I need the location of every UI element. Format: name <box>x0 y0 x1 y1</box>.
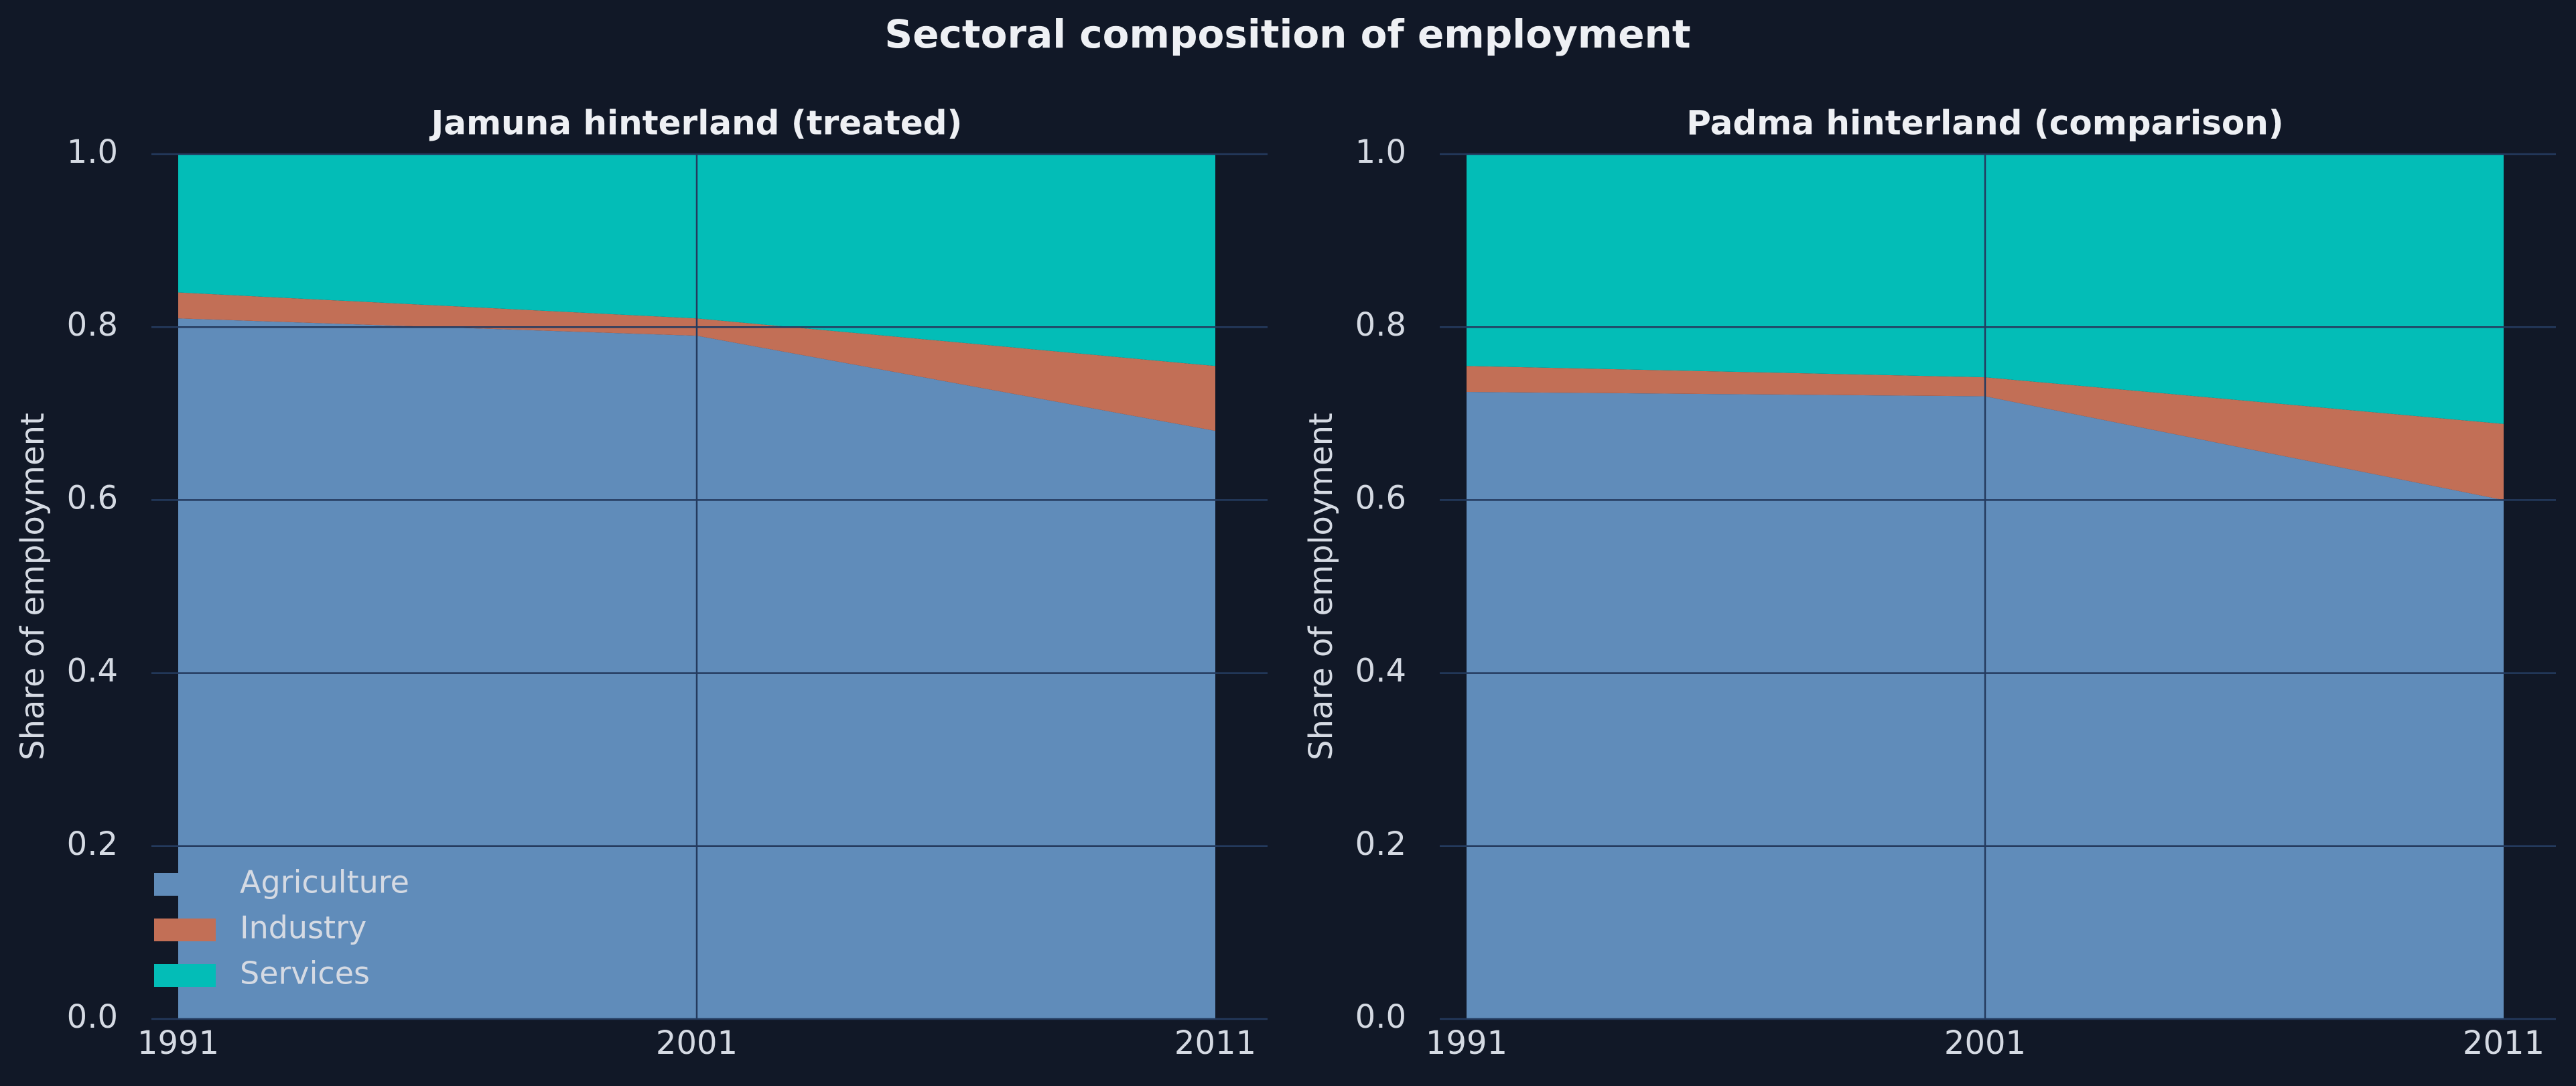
y-axis-label: Share of employment <box>1302 413 1340 760</box>
y-tick-label: 1.0 <box>67 133 118 171</box>
figure-title: Sectoral composition of employment <box>884 11 1690 57</box>
legend-label-agriculture: Agriculture <box>240 864 409 900</box>
panel-title: Jamuna hinterland (treated) <box>429 104 963 143</box>
chart-panel-0: Jamuna hinterland (treated) 0.0 0.2 0.4 0.6 0… <box>14 104 1268 1062</box>
x-tick-label: 2011 <box>2463 1024 2545 1062</box>
x-tick-label: 2011 <box>1174 1024 1256 1062</box>
y-tick-label: 0.2 <box>67 825 118 863</box>
x-tick-label: 2001 <box>1944 1024 2026 1062</box>
y-tick-label: 0.0 <box>67 998 118 1036</box>
y-tick-label: 1.0 <box>1355 133 1406 171</box>
legend-swatch-agriculture <box>154 873 216 896</box>
legend: Agriculture Industry Services <box>154 864 409 992</box>
y-tick-label: 0.4 <box>67 653 118 690</box>
y-tick-label: 0.6 <box>67 479 118 517</box>
chart-panel-1: Padma hinterland (comparison) 0.0 0.2 0.4 0.… <box>1302 104 2556 1062</box>
y-tick-label: 0.8 <box>67 306 118 344</box>
y-tick-label: 0.0 <box>1355 998 1406 1036</box>
y-tick-label: 0.2 <box>1355 825 1406 863</box>
x-tick-label: 1991 <box>137 1024 219 1062</box>
panel-title: Padma hinterland (comparison) <box>1686 104 2283 143</box>
legend-label-industry: Industry <box>240 910 366 946</box>
x-tick-label: 1991 <box>1426 1024 1507 1062</box>
y-tick-label: 0.8 <box>1355 306 1406 344</box>
y-axis-label: Share of employment <box>14 413 52 760</box>
legend-swatch-services <box>154 964 216 987</box>
x-tick-label: 2001 <box>656 1024 738 1062</box>
y-tick-label: 0.6 <box>1355 479 1406 517</box>
legend-label-services: Services <box>240 955 370 992</box>
y-tick-label: 0.4 <box>1355 653 1406 690</box>
legend-swatch-industry <box>154 919 216 941</box>
